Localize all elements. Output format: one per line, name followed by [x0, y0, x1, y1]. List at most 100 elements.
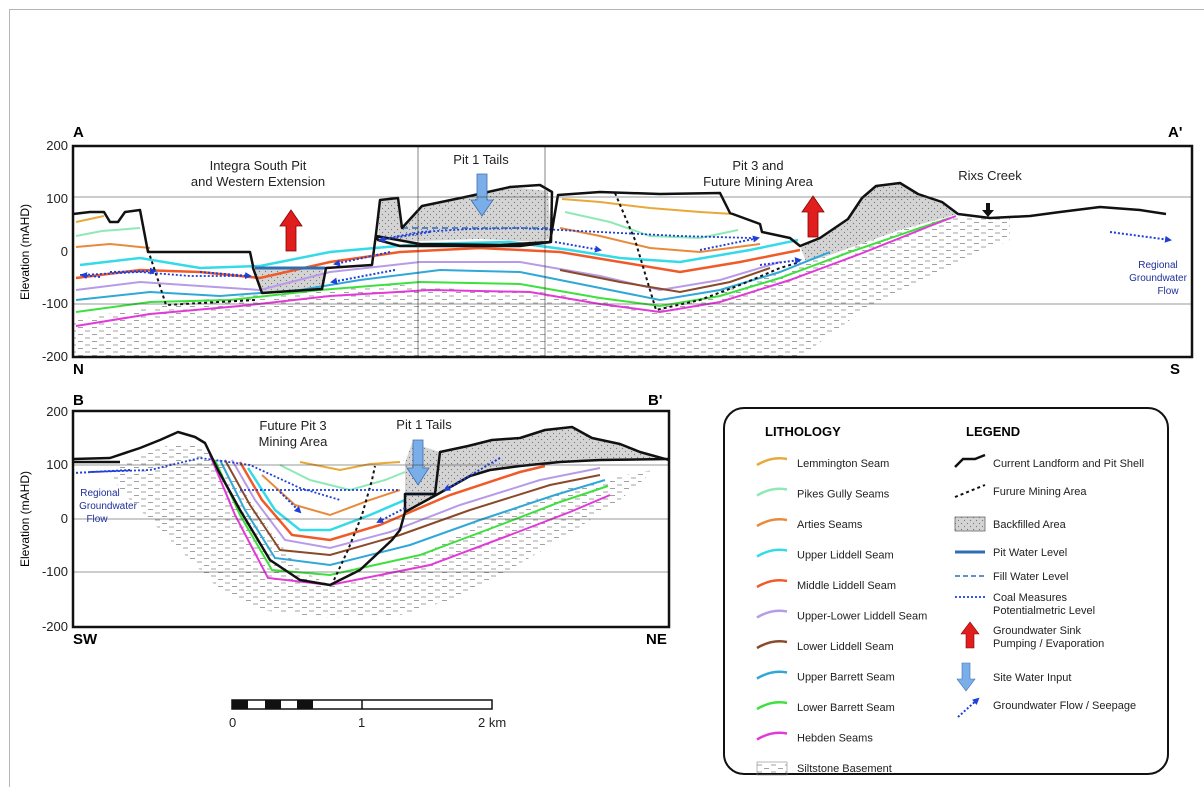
section-b-label-regional-3: Flow	[86, 514, 108, 525]
lithology-item-label: Siltstone Basement	[797, 763, 892, 775]
section-a-label-pit3-2: Future Mining Area	[703, 174, 814, 189]
section-a-left-end: A	[73, 124, 84, 141]
section-a-input-arrow	[470, 173, 494, 217]
section-a-y-tick: 100	[46, 191, 68, 206]
section-b-backfill	[405, 427, 662, 512]
section-a-future-mining	[147, 192, 801, 312]
section-b-siltstone	[110, 445, 655, 618]
section-b-label-regional-1: Regional	[80, 488, 119, 499]
section-b-seams	[209, 454, 611, 587]
section-a-y-tick: -100	[42, 296, 68, 311]
seam-swatch	[756, 701, 788, 711]
seam-swatch	[756, 579, 788, 589]
lithology-item: Upper-Lower Liddell Seam	[756, 609, 927, 623]
lithology-item-label: Pikes Gully Seams	[797, 489, 890, 501]
section-b-label-regional-2: Groundwater	[79, 501, 137, 512]
future-mining-symbol	[954, 484, 986, 498]
section-a-label-integra-2: and Western Extension	[191, 174, 325, 189]
section-b-label-future-pit3-1: Future Pit 3	[259, 418, 326, 433]
section-a-siltstone	[73, 216, 1010, 357]
seam-swatch	[756, 457, 788, 467]
legend-item-label: Groundwater Sink	[993, 625, 1082, 637]
lithology-item-label: Hebden Seams	[797, 733, 873, 745]
section-a-y-tick: -200	[42, 349, 68, 364]
siltstone-swatch	[756, 761, 788, 776]
section-a-label-pit1-tails: Pit 1 Tails	[453, 152, 509, 167]
section-b-y-tick: -100	[42, 564, 68, 579]
section-b-potentiometric	[89, 457, 400, 501]
section-b-y-tick: 0	[61, 511, 68, 526]
section-a-backfill-rixs	[800, 183, 958, 262]
legend-items: Current Landform and Pit Shell Furure Min…	[954, 453, 1144, 718]
section-b-left-end: B	[73, 392, 84, 409]
section-b: 200 100 0 -100 -200 Elevation (mAHD) B B…	[18, 392, 671, 648]
lithology-item: Lower Barrett Seam	[756, 701, 895, 714]
lithology-item: Lemmington Seam	[756, 457, 889, 470]
section-b-input-arrow	[406, 439, 430, 486]
section-b-y-axis-label: Elevation (mAHD)	[18, 471, 32, 567]
lithology-item-label: Lower Barrett Seam	[797, 702, 895, 714]
scale-label-0: 0	[229, 715, 236, 730]
section-a-right-end: A'	[1168, 124, 1182, 141]
seam-swatch	[756, 487, 788, 497]
frame-left-border	[9, 9, 10, 787]
lithology-item: Upper Liddell Seam	[756, 548, 894, 562]
input-arrow-icon	[956, 662, 976, 692]
section-b-y-ticks: 200 100 0 -100 -200	[42, 404, 68, 634]
legend-item: Pit Water Level	[955, 547, 1067, 559]
seam-swatch	[756, 670, 788, 680]
lithology-item: Lower Liddell Seam	[756, 640, 894, 653]
legend-item-label: Backfilled Area	[993, 519, 1067, 531]
legend-title: LEGEND	[966, 424, 1020, 439]
scale-label-1: 1	[358, 715, 365, 730]
lithology-item-label: Upper Liddell Seam	[797, 550, 894, 562]
scale-bar: 0 1 2 km	[229, 699, 506, 730]
section-a-frame	[71, 144, 1194, 359]
section-a-label-integra-1: Integra South Pit	[210, 158, 307, 173]
section-a-y-tick: 200	[46, 138, 68, 153]
section-a-label-regional-2: Groundwater	[1129, 273, 1187, 284]
section-a-backfill-pit1	[378, 187, 551, 242]
lithology-title: LITHOLOGY	[765, 424, 841, 439]
legend-item: Fill Water Level	[955, 571, 1068, 583]
legend-item-label: Furure Mining Area	[993, 486, 1087, 498]
lithology-item-label: Upper-Lower Liddell Seam	[797, 611, 927, 623]
section-a-rixs-arrow	[982, 203, 994, 217]
legend-item: Furure Mining Area	[954, 484, 1087, 498]
section-b-y-tick: -200	[42, 619, 68, 634]
lithology-items: Lemmington Seam Pikes Gully Seams Arties S…	[756, 457, 927, 776]
section-a-y-ticks: 200 100 0 -100 -200	[42, 138, 68, 364]
seam-swatch	[756, 609, 788, 619]
section-a: 200 100 0 -100 -200 Elevation (mAHD) A A…	[18, 124, 1194, 378]
legend-item-label: Groundwater Flow / Seepage	[993, 700, 1136, 712]
legend-box: LITHOLOGY LEGEND Lemmington Seam Pikes Gu…	[723, 407, 1169, 776]
section-a-flow-arrows	[80, 231, 1172, 285]
seam-swatch	[756, 640, 788, 650]
section-b-y-tick: 100	[46, 457, 68, 472]
legend-item-label: Current Landform and Pit Shell	[993, 458, 1144, 470]
flow-arrow-icon	[957, 697, 980, 718]
section-b-left-bottom: SW	[73, 631, 98, 648]
legend-item: Groundwater Flow / Seepage	[957, 697, 1136, 718]
section-b-frame	[71, 409, 671, 629]
section-a-label-rixs-creek: Rixs Creek	[958, 168, 1022, 183]
sink-arrow-icon	[960, 621, 980, 649]
legend-item-label-line2: Potentialmetric Level	[993, 605, 1095, 617]
section-b-right-end: B'	[648, 392, 662, 409]
lithology-item: Middle Liddell Seam	[756, 579, 896, 592]
section-b-y-tick: 200	[46, 404, 68, 419]
section-a-sink-arrow-1	[279, 209, 303, 252]
lithology-item-label: Lemmington Seam	[797, 458, 889, 470]
lithology-item-label: Lower Liddell Seam	[797, 641, 894, 653]
legend-item: Current Landform and Pit Shell	[954, 453, 1144, 470]
seam-swatch	[756, 518, 788, 528]
section-a-potentiometric	[79, 227, 753, 277]
section-a-y-tick: 0	[61, 244, 68, 259]
scale-label-2: 2 km	[478, 715, 506, 730]
section-b-label-future-pit3-2: Mining Area	[259, 434, 328, 449]
section-a-y-axis-label: Elevation (mAHD)	[18, 204, 32, 300]
lithology-item: Upper Barrett Seam	[756, 670, 895, 684]
lithology-item: Arties Seams	[756, 518, 863, 531]
